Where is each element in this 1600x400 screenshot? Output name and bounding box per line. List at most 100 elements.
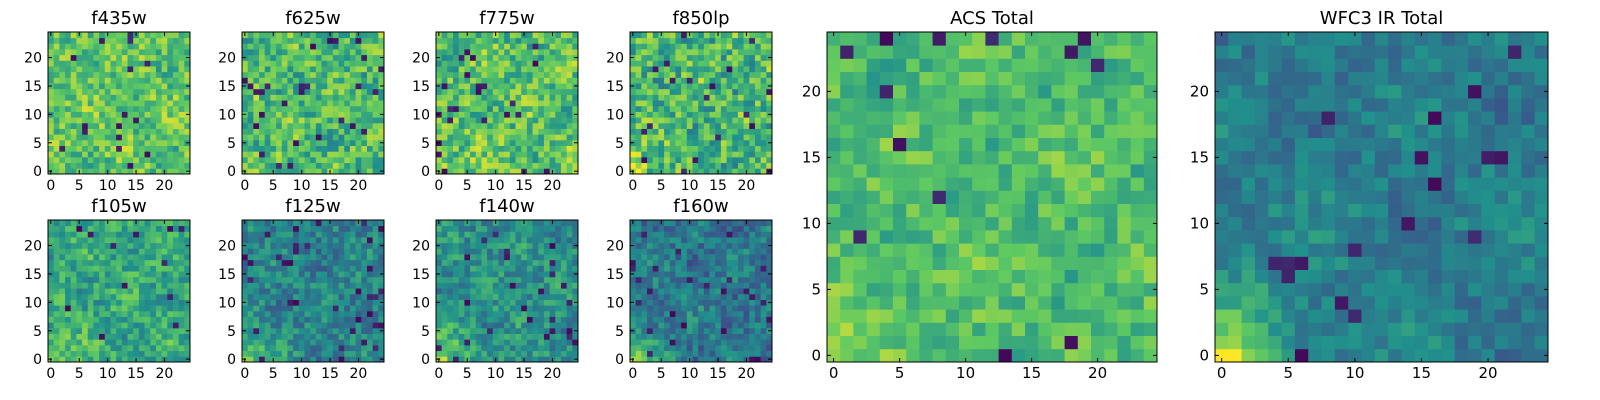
heatmap-cell — [155, 145, 162, 152]
heatmap-cell — [178, 310, 185, 317]
heatmap-cell — [572, 282, 579, 289]
heatmap-cell — [481, 77, 488, 84]
heatmap-cell — [99, 32, 106, 39]
heatmap-cell — [630, 156, 637, 164]
heatmap-cell — [669, 350, 676, 357]
heatmap-cell — [715, 310, 722, 317]
heatmap-cell — [669, 94, 676, 101]
heatmap-cell — [87, 162, 94, 169]
heatmap-cell — [635, 356, 642, 363]
heatmap-cell — [59, 71, 66, 78]
heatmap-cell — [167, 54, 174, 61]
heatmap-cell — [366, 225, 374, 232]
heatmap-cell — [310, 248, 317, 255]
heatmap-cell — [743, 139, 750, 146]
heatmap-cell — [247, 344, 254, 352]
heatmap-cell — [172, 151, 180, 158]
heatmap-cell — [560, 220, 568, 227]
x-tick-label: 15 — [127, 366, 145, 382]
heatmap-cell — [515, 344, 522, 352]
heatmap-cell — [572, 333, 579, 340]
heatmap-cell — [253, 66, 260, 73]
heatmap-cell — [635, 145, 642, 152]
heatmap-cell — [566, 322, 573, 329]
heatmap-cell — [487, 88, 494, 95]
heatmap-cell — [647, 288, 654, 295]
heatmap-cell — [664, 66, 671, 73]
heatmap-cell — [76, 350, 83, 357]
heatmap-cell — [48, 71, 55, 78]
heatmap-cell — [675, 151, 682, 158]
heatmap-cell — [743, 310, 750, 317]
heatmap-cell — [504, 43, 511, 50]
heatmap-cell — [498, 237, 505, 244]
heatmap-cell — [726, 145, 733, 152]
heatmap-cell — [675, 310, 682, 317]
heatmap-cell — [703, 162, 710, 169]
heatmap-cell — [538, 145, 545, 152]
heatmap-cell — [481, 60, 488, 67]
heatmap-cell — [669, 293, 676, 300]
heatmap-cell — [349, 242, 356, 249]
heatmap-cell — [458, 254, 465, 261]
heatmap-cell — [560, 37, 568, 44]
heatmap-cell — [458, 122, 465, 129]
heatmap-cell — [178, 265, 185, 272]
heatmap-cell — [549, 83, 556, 90]
heatmap-cell — [543, 105, 550, 112]
heatmap-cell — [144, 344, 151, 352]
heatmap-cell — [572, 162, 579, 169]
heatmap-cell — [521, 37, 528, 44]
heatmap-cell — [127, 88, 134, 95]
heatmap-cell — [703, 37, 710, 44]
heatmap-cell — [669, 60, 676, 67]
heatmap-cell — [538, 94, 545, 101]
heatmap-cell — [726, 339, 733, 346]
heatmap-cell — [116, 66, 123, 73]
heatmap-cell — [172, 66, 180, 73]
heatmap-cell — [743, 156, 750, 164]
heatmap-cell — [464, 276, 471, 283]
heatmap-cell — [172, 105, 180, 112]
heatmap-cell — [315, 248, 322, 255]
heatmap-cell — [253, 316, 260, 323]
heatmap-cell — [737, 71, 744, 78]
heatmap-cell — [270, 310, 277, 317]
heatmap-cell — [732, 122, 739, 129]
heatmap-cell — [566, 100, 573, 107]
heatmap-cell — [178, 333, 185, 340]
heatmap-cell — [150, 356, 157, 363]
heatmap-cell — [492, 162, 499, 169]
heatmap-cell — [555, 333, 562, 340]
heatmap-cell — [121, 77, 128, 84]
heatmap-cell — [686, 111, 693, 118]
heatmap-cell — [766, 117, 773, 124]
heatmap-cell — [647, 327, 654, 334]
heatmap-cell — [526, 310, 533, 317]
heatmap-cell — [281, 156, 288, 164]
heatmap-cell — [150, 54, 157, 61]
heatmap-cell — [361, 43, 368, 50]
heatmap-cell — [276, 356, 283, 363]
heatmap-cell — [366, 271, 374, 278]
heatmap-cell — [172, 350, 180, 357]
heatmap-cell — [59, 105, 66, 112]
heatmap-cell — [48, 333, 55, 340]
heatmap-cell — [766, 162, 773, 169]
axes-frame — [47, 219, 191, 363]
heatmap-cell — [144, 242, 151, 249]
heatmap-cell — [509, 276, 516, 283]
heatmap-cell — [686, 299, 693, 306]
heatmap-cell — [121, 49, 128, 56]
heatmap-cell — [315, 94, 322, 101]
heatmap-cell — [760, 151, 767, 158]
heatmap-cell — [732, 43, 739, 50]
heatmap-cell — [104, 94, 111, 101]
heatmap-cell — [487, 43, 494, 50]
heatmap-cell — [65, 32, 72, 39]
y-tick-label: 10 — [606, 107, 624, 123]
heatmap-cell — [70, 94, 77, 101]
heatmap-cell — [361, 293, 368, 300]
heatmap-cell — [515, 271, 522, 278]
heatmap-cell — [366, 327, 374, 334]
